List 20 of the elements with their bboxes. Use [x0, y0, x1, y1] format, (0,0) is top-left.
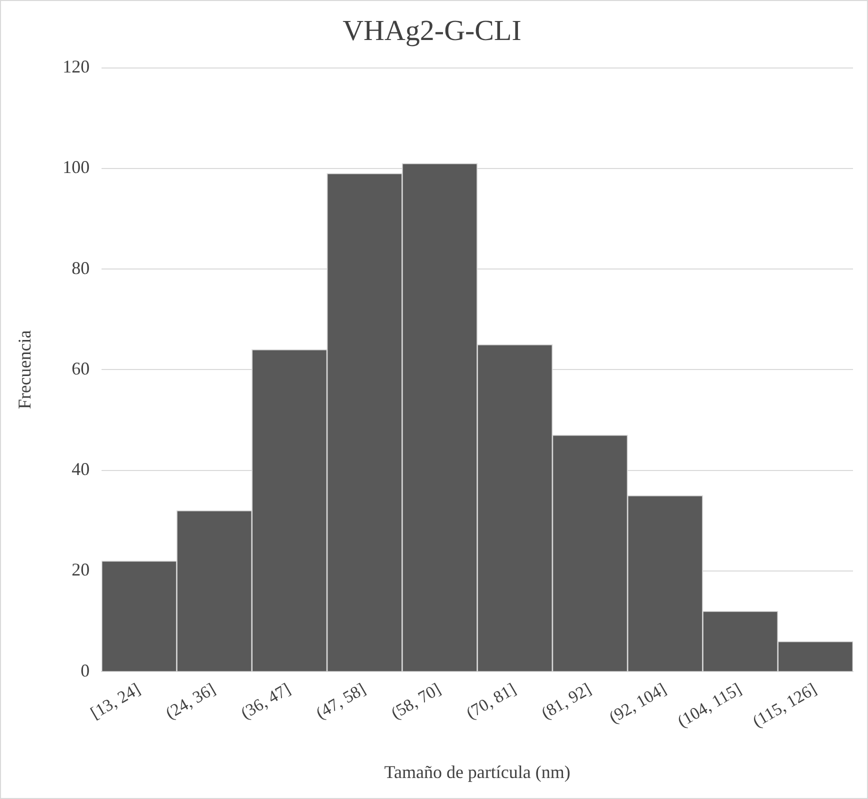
x-tick-label: (70, 81]: [462, 679, 520, 723]
y-tick-label: 40: [72, 459, 90, 480]
x-tick-label: (92, 104]: [606, 679, 670, 727]
x-tick-label: [13, 24]: [87, 679, 144, 723]
y-tick-label: 100: [62, 157, 90, 178]
x-tick-label: (81, 92]: [538, 679, 594, 723]
y-tick-label: 0: [80, 660, 90, 680]
y-tick-label: 20: [72, 560, 90, 580]
y-tick-label: 120: [62, 56, 90, 77]
y-axis-title: Frecuencia: [14, 330, 35, 410]
x-tick-label: (47, 58]: [312, 679, 369, 723]
x-tick-label: (104, 115]: [674, 679, 745, 731]
x-tick-label: (58, 70]: [388, 679, 444, 723]
chart-title: VHAg2-G-CLI: [342, 15, 522, 48]
y-tick-label: 80: [72, 258, 90, 278]
y-tick-label: 60: [72, 358, 90, 378]
x-tick-label: (36, 47]: [238, 679, 294, 723]
x-tick-label: (24, 36]: [162, 679, 219, 723]
x-tick-label: (115, 126]: [749, 679, 820, 731]
x-axis-title: Tamaño de partícula (nm): [384, 762, 570, 782]
